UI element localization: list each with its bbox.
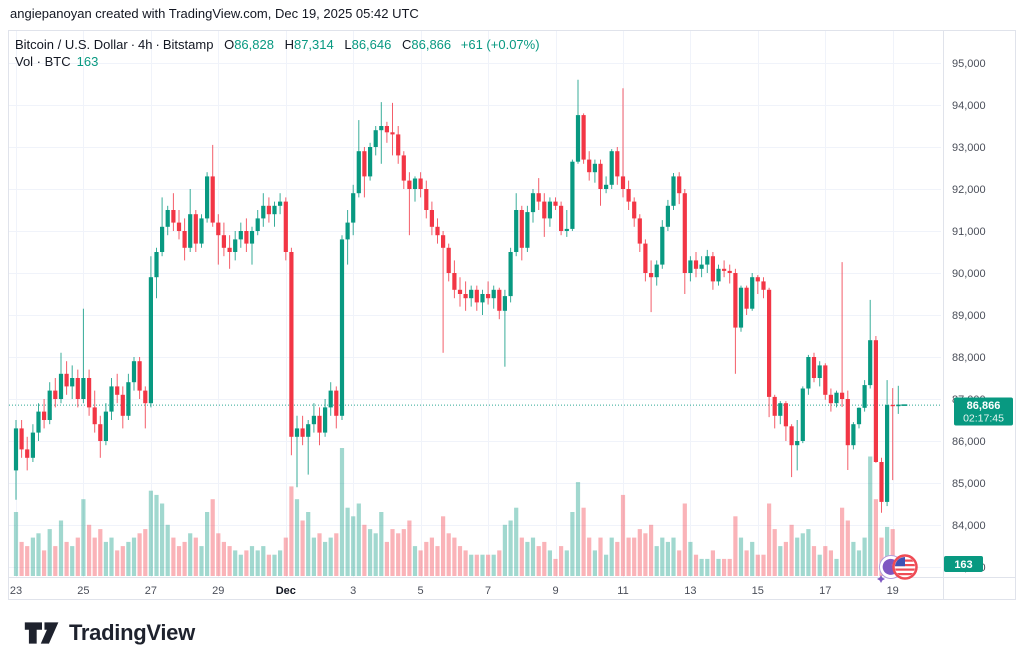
legend-row-volume: Vol · BTC 163 [15, 53, 540, 70]
volume-value: 163 [76, 54, 99, 69]
grid-layer [9, 31, 941, 577]
svg-text:86,000: 86,000 [952, 436, 986, 448]
us-flag-event-icon [892, 554, 918, 580]
close-value: 86,866 [411, 37, 452, 52]
tradingview-logo-text: TradingView [69, 620, 195, 645]
svg-text:94,000: 94,000 [952, 100, 986, 112]
legend-separator: · [130, 37, 136, 52]
price-axis[interactable]: 95,000 94,000 93,000 92,000 91,000 90,000 89,0… [952, 58, 986, 574]
svg-text:88,000: 88,000 [952, 352, 986, 364]
svg-text:89,000: 89,000 [952, 310, 986, 322]
low-label: L [344, 37, 352, 52]
volume-badge: 163 [944, 556, 983, 572]
legend-separator: · [155, 37, 160, 52]
svg-text:19: 19 [887, 585, 899, 597]
svg-text:02:17:45: 02:17:45 [963, 413, 1004, 425]
open-value: 86,828 [234, 37, 274, 52]
svg-text:23: 23 [10, 585, 22, 597]
svg-text:84,000: 84,000 [952, 520, 986, 532]
svg-text:3: 3 [350, 585, 356, 597]
interval-value[interactable]: 4h [138, 37, 153, 52]
svg-text:163: 163 [954, 559, 972, 571]
svg-text:29: 29 [212, 585, 224, 597]
svg-text:85,000: 85,000 [952, 478, 986, 490]
pane-borders [8, 30, 1016, 600]
volume-label: Vol · BTC [15, 54, 71, 69]
change-value: +61 (+0.07%) [460, 37, 540, 52]
legend-row-symbol: Bitcoin / U.S. Dollar · 4h · Bitstamp O86,82… [15, 36, 540, 53]
candles-layer [13, 79, 901, 513]
tradingview-logo[interactable]: TradingView [24, 620, 195, 646]
close-label: C [401, 37, 412, 52]
event-stickers[interactable] [874, 550, 922, 586]
svg-text:25: 25 [77, 585, 89, 597]
svg-text:7: 7 [485, 585, 491, 597]
svg-text:9: 9 [552, 585, 558, 597]
tradingview-logo-icon [24, 622, 59, 644]
high-label: H [284, 37, 294, 52]
exchange-name[interactable]: Bitstamp [162, 37, 214, 52]
symbol-legend: Bitcoin / U.S. Dollar · 4h · Bitstamp O86,82… [15, 36, 540, 70]
svg-text:92,000: 92,000 [952, 184, 986, 196]
svg-text:90,000: 90,000 [952, 268, 986, 280]
svg-text:13: 13 [684, 585, 696, 597]
svg-text:17: 17 [819, 585, 831, 597]
open-label: O [224, 37, 235, 52]
svg-text:15: 15 [752, 585, 764, 597]
low-value: 86,646 [351, 37, 392, 52]
svg-text:86,866: 86,866 [967, 400, 1001, 412]
svg-text:27: 27 [145, 585, 157, 597]
svg-text:5: 5 [418, 585, 424, 597]
symbol-name[interactable]: Bitcoin / U.S. Dollar [15, 37, 128, 52]
svg-text:Dec: Dec [276, 585, 296, 597]
volume-layer [13, 448, 901, 576]
svg-text:95,000: 95,000 [952, 58, 986, 70]
svg-text:91,000: 91,000 [952, 226, 986, 238]
high-value: 87,314 [293, 37, 334, 52]
svg-text:11: 11 [617, 585, 628, 597]
svg-text:93,000: 93,000 [952, 142, 986, 154]
attribution-banner: angiepanoyan created with TradingView.co… [10, 6, 419, 21]
time-axis[interactable]: 23 25 27 29 Dec 3 5 7 9 11 13 15 17 19 [10, 585, 899, 597]
